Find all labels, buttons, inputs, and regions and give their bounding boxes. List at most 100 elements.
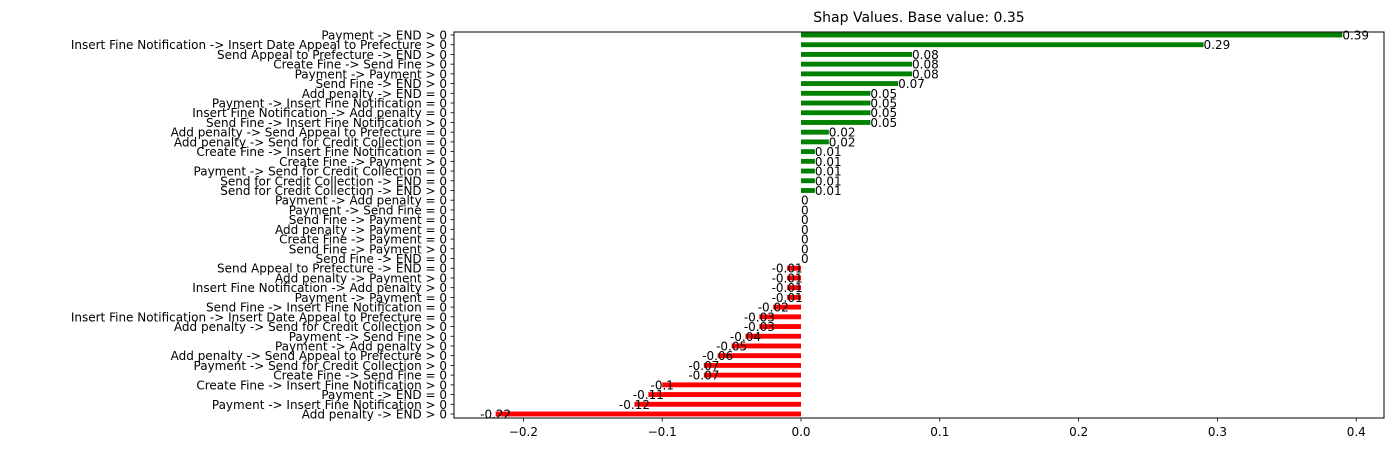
- data-label: -0.05: [716, 339, 747, 353]
- data-label: 0.02: [829, 126, 856, 140]
- bar: [801, 32, 1343, 38]
- bar: [801, 139, 829, 145]
- bar: [801, 149, 815, 155]
- data-label: 0: [801, 242, 809, 256]
- data-label: -0.11: [633, 388, 664, 402]
- bar: [787, 275, 802, 281]
- y-tick-label: Insert Fine Notification -> Add penalty …: [192, 281, 447, 295]
- data-label: 0.05: [870, 116, 897, 130]
- data-label: 0.08: [912, 48, 939, 62]
- data-labels-layer: 0.390.290.080.080.080.070.050.050.050.05…: [480, 29, 1369, 422]
- data-label: 0.07: [898, 77, 925, 91]
- y-tick-label: Send for Credit Collection -> END = 0: [220, 174, 447, 188]
- data-label: -0.01: [772, 271, 803, 285]
- y-tick-label: Payment -> Send Fine = 0: [289, 203, 447, 217]
- x-tick-label: 0.4: [1347, 425, 1366, 439]
- y-tick-label: Payment -> Insert Fine Notification > 0: [212, 398, 447, 412]
- data-label: -0.01: [772, 291, 803, 305]
- y-tick-label: Payment -> Insert Fine Notification = 0: [212, 97, 447, 111]
- chart-title: Shap Values. Base value: 0.35: [813, 10, 1024, 26]
- data-label: 0.01: [815, 165, 842, 179]
- data-label: -0.07: [688, 359, 719, 373]
- bar: [634, 401, 802, 407]
- bar: [801, 158, 815, 164]
- data-label: 0.08: [912, 58, 939, 72]
- y-tick-label: Add penalty -> END > 0: [302, 408, 447, 422]
- x-tick-label: −0.1: [648, 425, 677, 439]
- y-tick-label: Add penalty -> Send Appeal to Prefecture…: [171, 126, 447, 140]
- data-label: -0.02: [758, 301, 789, 315]
- bar: [801, 110, 871, 116]
- y-tick-label: Send Fine -> Payment = 0: [289, 213, 447, 227]
- data-label: -0.1: [650, 378, 673, 392]
- data-label: 0.01: [815, 155, 842, 169]
- data-label: 0.01: [815, 184, 842, 198]
- y-tick-label: Add penalty -> Payment > 0: [275, 271, 447, 285]
- bar: [801, 52, 913, 57]
- data-label: -0.03: [744, 310, 775, 324]
- bar: [801, 188, 815, 193]
- data-label: -0.07: [688, 369, 719, 383]
- bars-layer: [495, 32, 1343, 417]
- data-label: -0.01: [772, 262, 803, 276]
- bar: [759, 314, 802, 320]
- x-axis-ticks: −0.2 −0.1 0.0 0.1 0.2 0.3 0.4: [509, 418, 1366, 439]
- bar: [801, 71, 913, 77]
- y-tick-label: Send Appeal to Prefecture -> END = 0: [217, 262, 447, 276]
- y-tick-label: Create Fine -> Insert Fine Notification …: [196, 145, 447, 159]
- y-tick-label: Send Fine -> Insert Fine Notification > …: [206, 116, 447, 130]
- y-tick-label: Add penalty -> Payment = 0: [275, 223, 447, 237]
- y-tick-label: Insert Fine Notification -> Insert Date …: [71, 38, 447, 52]
- y-tick-label: Add penalty -> END = 0: [302, 87, 447, 101]
- y-tick-label: Payment -> Payment = 0: [295, 291, 447, 305]
- bar: [801, 90, 871, 96]
- y-tick-label: Create Fine -> Payment > 0: [279, 155, 447, 169]
- y-tick-label: Create Fine -> Payment = 0: [279, 233, 447, 247]
- bar: [787, 265, 802, 271]
- data-label: 0.05: [870, 97, 897, 111]
- bar: [759, 324, 802, 329]
- bar: [648, 392, 802, 397]
- plot-frame: [453, 31, 1385, 419]
- data-label: 0.05: [870, 106, 897, 120]
- y-tick-label: Create Fine -> Send Fine > 0: [273, 58, 447, 72]
- data-label: -0.12: [619, 398, 650, 412]
- y-tick-label: Payment -> END > 0: [321, 29, 447, 43]
- bar: [731, 343, 802, 349]
- y-tick-label: Payment -> END = 0: [321, 388, 447, 402]
- x-tick-label: 0.3: [1208, 425, 1227, 439]
- data-label: 0: [801, 213, 809, 227]
- data-label: -0.01: [772, 281, 803, 295]
- data-label: -0.06: [702, 349, 733, 363]
- y-tick-label: Payment -> Add penalty = 0: [275, 194, 447, 208]
- y-tick-label: Payment -> Payment > 0: [295, 67, 447, 81]
- y-tick-label: Create Fine -> Send Fine = 0: [273, 369, 447, 383]
- bar: [801, 100, 871, 106]
- bar: [801, 178, 815, 184]
- bar: [745, 333, 802, 339]
- data-label: 0: [801, 194, 809, 208]
- bar: [787, 285, 802, 291]
- data-label: -0.03: [744, 320, 775, 334]
- bar: [801, 120, 871, 125]
- y-tick-label: Insert Fine Notification -> Add penalty …: [192, 106, 447, 120]
- y-tick-label: Send Appeal to Prefecture -> END > 0: [217, 48, 447, 62]
- data-label: 0: [801, 223, 809, 237]
- y-tick-label: Add penalty -> Send for Credit Collectio…: [174, 135, 447, 149]
- y-tick-label: Insert Fine Notification -> Insert Date …: [71, 310, 447, 324]
- data-label: 0.02: [829, 135, 856, 149]
- data-label: 0.05: [870, 87, 897, 101]
- x-tick-label: −0.2: [509, 425, 538, 439]
- bar: [801, 42, 1204, 48]
- bar: [801, 81, 899, 87]
- y-tick-label: Send Fine -> END > 0: [315, 77, 447, 91]
- x-tick-label: 0.0: [791, 425, 810, 439]
- data-label: 0: [801, 233, 809, 247]
- bar: [773, 304, 802, 310]
- data-label: 0.39: [1342, 29, 1369, 43]
- bar: [662, 382, 802, 388]
- bar: [801, 129, 829, 135]
